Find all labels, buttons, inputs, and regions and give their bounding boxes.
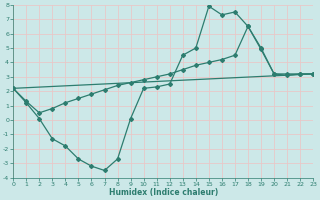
X-axis label: Humidex (Indice chaleur): Humidex (Indice chaleur) xyxy=(108,188,218,197)
